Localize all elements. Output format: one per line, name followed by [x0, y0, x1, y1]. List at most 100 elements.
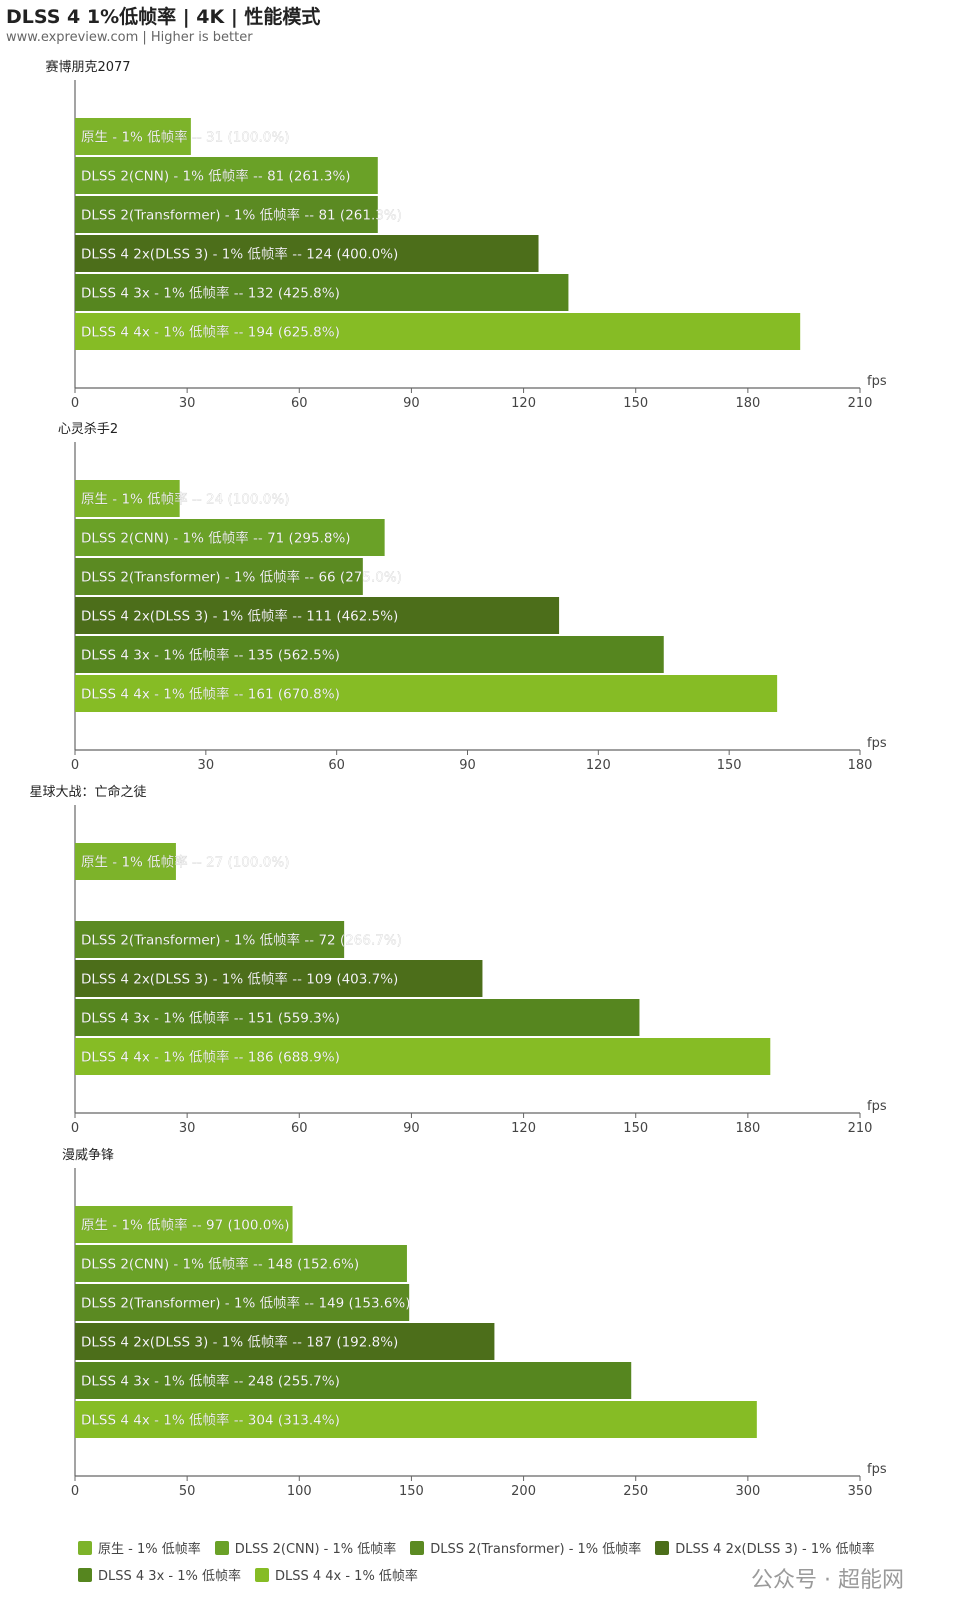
x-tick-label: 30: [179, 1121, 196, 1136]
x-tick-label: 150: [623, 1121, 648, 1136]
legend-item-dlss2_cnn[interactable]: DLSS 2(CNN) - 1% 低帧率: [214, 1538, 397, 1557]
x-tick-label: 150: [399, 1484, 424, 1499]
legend-label: DLSS 2(Transformer) - 1% 低帧率: [430, 1542, 642, 1557]
x-tick-label: 250: [623, 1484, 648, 1499]
bar-dlss4_3x: [75, 636, 664, 673]
bar-label: DLSS 4 4x - 1% 低帧率 -- 304 (313.4%): [81, 1412, 340, 1429]
x-tick-label: 60: [291, 1121, 308, 1136]
bar-label: DLSS 4 2x(DLSS 3) - 1% 低帧率 -- 111 (462.5…: [81, 608, 398, 625]
bar-label: DLSS 4 4x - 1% 低帧率 -- 194 (625.8%): [81, 324, 340, 341]
legend-swatch: [214, 1540, 229, 1555]
x-tick-label: 210: [848, 1121, 873, 1136]
bar-native: [75, 1206, 293, 1243]
x-tick-label: 30: [198, 758, 215, 773]
bar-dlss2_transformer: [75, 558, 363, 595]
chart-title: 漫威争锋: [62, 1148, 114, 1163]
x-tick-label: 120: [511, 396, 536, 411]
x-tick-label: 100: [287, 1484, 312, 1499]
chart-panel-0: 赛博朋克2077 0 30 60 90 120 150 180 210 fps 原生 - 1% 低帧…: [45, 59, 886, 411]
x-tick-label: 0: [71, 758, 79, 773]
page-subtitle: www.expreview.com | Higher is better: [6, 30, 253, 45]
bar-dlss4_2x: [75, 235, 539, 272]
bar-dlss4_2x: [75, 597, 560, 634]
legend: 原生 - 1% 低帧率 DLSS 2(CNN) - 1% 低帧率 DLSS 2(Tr…: [78, 1538, 948, 1592]
legend-swatch: [78, 1567, 92, 1582]
page-title: DLSS 4 1%低帧率 | 4K | 性能模式: [6, 6, 321, 28]
x-tick-label: 30: [179, 396, 196, 411]
bar-dlss4_3x: [75, 999, 640, 1036]
bar-native: [75, 118, 191, 155]
x-tick-label: 180: [848, 758, 873, 773]
bar-dlss2_transformer: [75, 196, 378, 233]
x-tick-label: 120: [586, 758, 611, 773]
x-axis-label: fps: [867, 1462, 887, 1477]
bar-dlss2_cnn: [75, 519, 385, 556]
legend-item-dlss2_transformer[interactable]: DLSS 2(Transformer) - 1% 低帧率: [410, 1538, 641, 1557]
bar-dlss4_4x: [75, 675, 778, 712]
bar-native: [75, 480, 180, 517]
legend-label: DLSS 4 3x - 1% 低帧率: [98, 1569, 241, 1584]
legend-swatch: [78, 1540, 92, 1555]
bar-label: DLSS 4 2x(DLSS 3) - 1% 低帧率 -- 109 (403.7…: [81, 971, 398, 988]
x-tick-label: 150: [717, 758, 742, 773]
x-axis-label: fps: [867, 1099, 887, 1114]
bar-dlss4_4x: [75, 1038, 771, 1075]
legend-item-native[interactable]: 原生 - 1% 低帧率: [78, 1538, 201, 1557]
chart-panel-1: 心灵杀手2 0 30 60 90 120 150 180 fps 原生 - 1% 低帧率 -- 2…: [58, 422, 887, 773]
bar-native: [75, 843, 176, 880]
bar-dlss2_cnn: [75, 1245, 407, 1282]
x-tick-label: 0: [71, 1121, 79, 1136]
bar-label: DLSS 2(CNN) - 1% 低帧率 -- 71 (295.8%): [81, 530, 351, 547]
bar-label: DLSS 4 3x - 1% 低帧率 -- 151 (559.3%): [81, 1010, 340, 1027]
legend-swatch: [410, 1540, 425, 1555]
bar-dlss4_2x: [75, 960, 483, 997]
x-tick-label: 150: [623, 396, 648, 411]
bar-dlss2_transformer: [75, 1284, 410, 1321]
chart-title: 心灵杀手2: [58, 422, 118, 437]
bar-label: DLSS 2(Transformer) - 1% 低帧率 -- 66 (275.…: [81, 569, 402, 586]
chart-panel-3: 漫威争锋 0 50 100 150 200 250 300 350 fps 原生 - 1% 低帧率 …: [62, 1148, 887, 1499]
bar-label: DLSS 2(Transformer) - 1% 低帧率 -- 81 (261.…: [81, 207, 402, 224]
chart-panel-2: 星球大战：亡命之徒 0 30 60 90 120 150 180 210 fps 原生 - 1% 低…: [29, 784, 886, 1136]
bar-label: 原生 - 1% 低帧率 -- 31 (100.0%): [81, 129, 289, 146]
x-tick-label: 90: [459, 758, 476, 773]
bar-dlss2_cnn: [75, 157, 378, 194]
x-tick-label: 210: [848, 396, 873, 411]
x-tick-label: 50: [179, 1484, 196, 1499]
bar-dlss4_2x: [75, 1323, 495, 1360]
bar-dlss2_transformer: [75, 921, 345, 958]
legend-label: 原生 - 1% 低帧率: [98, 1542, 201, 1557]
x-tick-label: 350: [848, 1484, 873, 1499]
bar-dlss4_4x: [75, 313, 801, 350]
bar-label: DLSS 2(CNN) - 1% 低帧率 -- 81 (261.3%): [81, 168, 351, 185]
bar-label: DLSS 4 3x - 1% 低帧率 -- 135 (562.5%): [81, 647, 340, 664]
x-tick-label: 0: [71, 396, 79, 411]
bar-label: DLSS 4 2x(DLSS 3) - 1% 低帧率 -- 187 (192.8…: [81, 1334, 398, 1351]
legend-item-dlss4_4x[interactable]: DLSS 4 4x - 1% 低帧率: [254, 1565, 418, 1584]
charts-canvas: 赛博朋克2077 0 30 60 90 120 150 180 210 fps 原生 - 1% 低帧…: [29, 59, 887, 1499]
x-tick-label: 60: [328, 758, 345, 773]
bar-label: 原生 - 1% 低帧率 -- 24 (100.0%): [81, 491, 289, 508]
x-tick-label: 0: [71, 1484, 79, 1499]
legend-label: DLSS 2(CNN) - 1% 低帧率: [234, 1542, 397, 1557]
bar-label: 原生 - 1% 低帧率 -- 27 (100.0%): [81, 854, 289, 871]
legend-swatch: [254, 1567, 269, 1582]
legend-label: DLSS 4 4x - 1% 低帧率: [274, 1569, 418, 1584]
legend-item-dlss4_2x[interactable]: DLSS 4 2x(DLSS 3) - 1% 低帧率: [655, 1538, 875, 1557]
legend-label: DLSS 4 2x(DLSS 3) - 1% 低帧率: [675, 1542, 875, 1557]
x-tick-label: 200: [511, 1484, 536, 1499]
x-tick-label: 120: [511, 1121, 536, 1136]
bar-label: DLSS 4 4x - 1% 低帧率 -- 186 (688.9%): [81, 1049, 340, 1066]
bar-label: 原生 - 1% 低帧率 -- 97 (100.0%): [81, 1217, 289, 1234]
legend-item-dlss4_3x[interactable]: DLSS 4 3x - 1% 低帧率: [78, 1565, 241, 1584]
bar-label: DLSS 2(CNN) - 1% 低帧率 -- 148 (152.6%): [81, 1256, 359, 1273]
x-tick-label: 180: [735, 396, 760, 411]
x-axis-label: fps: [867, 374, 887, 389]
x-tick-label: 300: [735, 1484, 760, 1499]
x-tick-label: 90: [403, 396, 420, 411]
legend-swatch: [655, 1540, 670, 1555]
x-tick-label: 180: [735, 1121, 760, 1136]
bar-label: DLSS 2(Transformer) - 1% 低帧率 -- 149 (153…: [81, 1295, 411, 1312]
x-tick-label: 60: [291, 396, 308, 411]
bar-label: DLSS 4 3x - 1% 低帧率 -- 132 (425.8%): [81, 285, 340, 302]
